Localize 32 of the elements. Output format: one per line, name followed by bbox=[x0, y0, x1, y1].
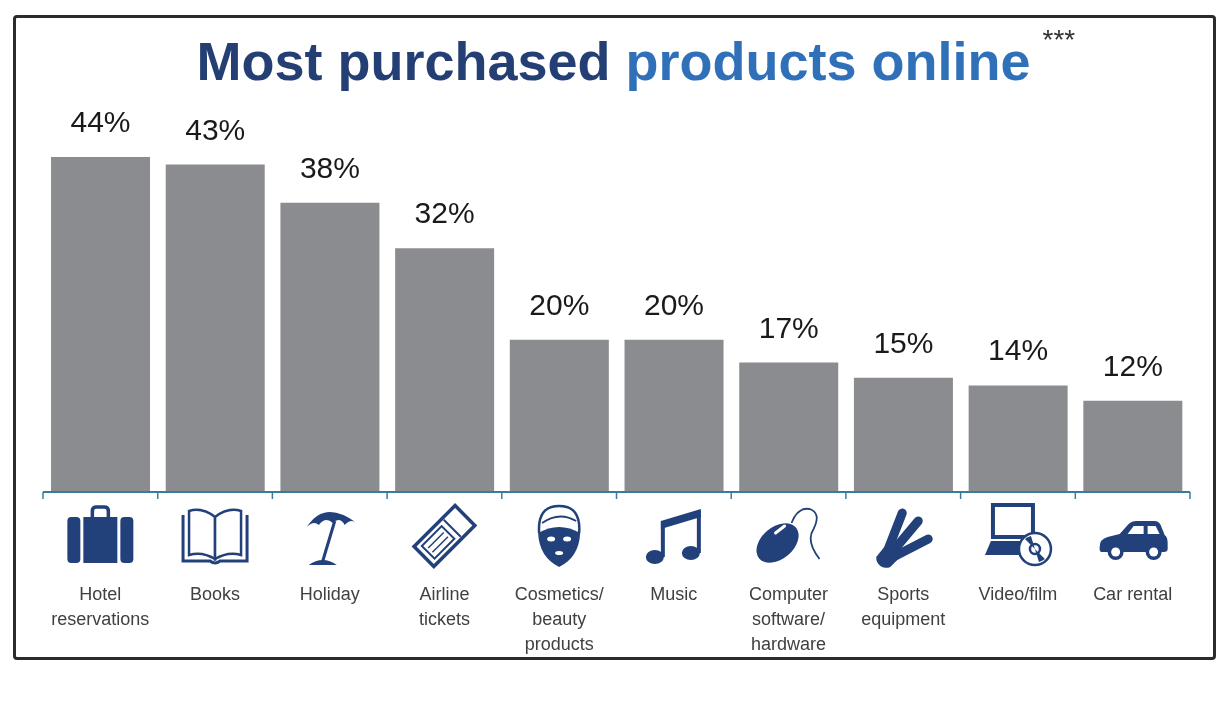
bar bbox=[853, 377, 953, 492]
data-label: 32% bbox=[414, 196, 475, 230]
x-tick-label: Music bbox=[650, 584, 698, 604]
bar bbox=[968, 385, 1068, 492]
data-label: 44% bbox=[70, 105, 131, 138]
x-tick-label: Hotel reservations bbox=[51, 584, 150, 629]
x-tick-label: Sports equipment bbox=[861, 584, 946, 629]
x-tick-label: Video/film bbox=[978, 584, 1058, 604]
x-tick-label: Cosmetics/ beauty products bbox=[514, 584, 604, 654]
bar bbox=[165, 164, 265, 492]
data-label: 38% bbox=[299, 150, 360, 184]
data-label: 17% bbox=[758, 310, 819, 344]
bar bbox=[624, 339, 724, 492]
bar bbox=[280, 202, 380, 492]
data-label: 43% bbox=[185, 112, 246, 146]
chart-title: Most purchased products online bbox=[196, 31, 1031, 91]
bar bbox=[509, 339, 609, 492]
bar bbox=[1083, 400, 1183, 492]
x-tick-label: Car rental bbox=[1093, 584, 1173, 604]
x-tick-label: Books bbox=[190, 584, 241, 604]
x-tick-label: Airline tickets bbox=[418, 584, 470, 629]
text: *** bbox=[1042, 24, 1076, 55]
data-label: 15% bbox=[873, 325, 934, 359]
x-tick-label: Computer software/ hardware bbox=[749, 584, 829, 654]
bar bbox=[51, 157, 151, 492]
bar bbox=[395, 248, 495, 492]
bar bbox=[739, 362, 839, 492]
data-label: 20% bbox=[644, 287, 705, 321]
data-label: 12% bbox=[1102, 348, 1163, 382]
data-label: 20% bbox=[529, 287, 590, 321]
x-tick-label: Holiday bbox=[299, 584, 360, 604]
data-label: 14% bbox=[988, 333, 1049, 367]
